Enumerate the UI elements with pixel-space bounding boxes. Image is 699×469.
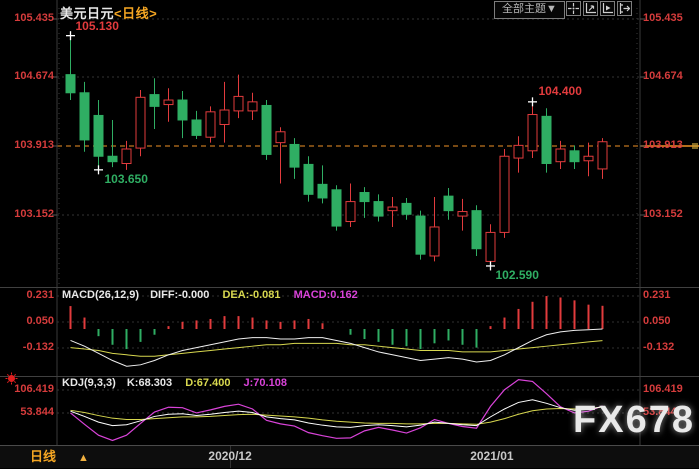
kdj-indicator-name: KDJ(9,3,3)	[62, 377, 116, 389]
price-annotation: 103.650	[104, 171, 148, 186]
macd-readout: MACD(26,12,9) DIFF:-0.000 DEA:-0.081 MAC…	[62, 289, 358, 301]
macd-axis-label-left: 0.231	[26, 289, 54, 301]
triangle-up-icon: ▲	[78, 452, 89, 464]
exit-pan-icon	[619, 3, 630, 14]
kdj-axis-label-left: 53.844	[20, 406, 54, 418]
kdj-k-value: K:68.303	[126, 377, 173, 389]
macd-axis-label-right: -0.132	[643, 341, 675, 353]
macd-axis-label-left: -0.132	[22, 341, 54, 353]
price-axis-label-left: 104.674	[14, 70, 54, 82]
chevron-down-icon: ▼	[546, 3, 557, 15]
price-annotation: 104.400	[538, 83, 582, 98]
axis-zoom-vertical-button[interactable]	[583, 1, 598, 16]
symbol-name: 美元日元	[60, 6, 115, 21]
price-axis-label-right: 105.435	[643, 12, 683, 24]
kdj-readout: KDJ(9,3,3) K:68.303 D:67.400 J:70.108	[62, 377, 287, 389]
axis-zoom-horizontal-button[interactable]	[600, 1, 615, 16]
theme-selector-button[interactable]: 全部主题▼	[494, 1, 565, 19]
macd-axis-label-right: 0.231	[643, 289, 671, 301]
macd-axis-label-right: 0.050	[643, 315, 671, 327]
symbol-period-tag: <日线>	[114, 6, 158, 21]
period-tab-label: 日线	[30, 449, 57, 464]
macd-indicator-name: MACD(26,12,9)	[62, 289, 140, 301]
kdj-axis-label-right: 53.844	[643, 406, 677, 418]
macd-dea-value: DEA:-0.081	[222, 289, 281, 301]
price-axis-label-left: 103.152	[14, 208, 54, 220]
period-tab-daily[interactable]: 日线 ▲	[0, 446, 231, 468]
price-axis-label-left: 105.435	[14, 12, 54, 24]
crosshair-icon	[568, 3, 579, 14]
macd-macd-value: MACD:0.162	[293, 289, 358, 301]
bottom-bar: 日线 ▲	[0, 445, 699, 468]
price-axis-label-right: 104.674	[643, 70, 683, 82]
chart-title: 美元日元<日线>	[60, 3, 157, 22]
x-axis-label: 2021/01	[470, 449, 514, 463]
axis-zoom-horizontal-icon	[602, 3, 613, 14]
price-annotation: 105.130	[75, 18, 119, 33]
kdj-axis-label-right: 106.419	[643, 383, 683, 395]
x-axis-label: 2020/12	[208, 449, 252, 463]
price-axis-label-right: 103.913	[643, 139, 683, 151]
kdj-axis-label-left: 106.419	[14, 383, 54, 395]
fx678-watermark: FX678	[573, 399, 695, 441]
theme-selector-label: 全部主题	[502, 3, 547, 15]
price-axis-label-right: 103.152	[643, 208, 683, 220]
price-axis-label-left: 103.913	[14, 139, 54, 151]
crosshair-button[interactable]	[566, 1, 581, 16]
exit-pan-button[interactable]	[617, 1, 632, 16]
macd-diff-value: DIFF:-0.000	[150, 289, 210, 301]
axis-zoom-vertical-icon	[585, 3, 596, 14]
price-annotation: 102.590	[495, 267, 539, 282]
alert-dot-icon[interactable]	[4, 371, 19, 391]
kdj-j-value: J:70.108	[243, 377, 287, 389]
chart-toolbar	[566, 1, 632, 16]
macd-axis-label-left: 0.050	[26, 315, 54, 327]
kdj-d-value: D:67.400	[185, 377, 231, 389]
